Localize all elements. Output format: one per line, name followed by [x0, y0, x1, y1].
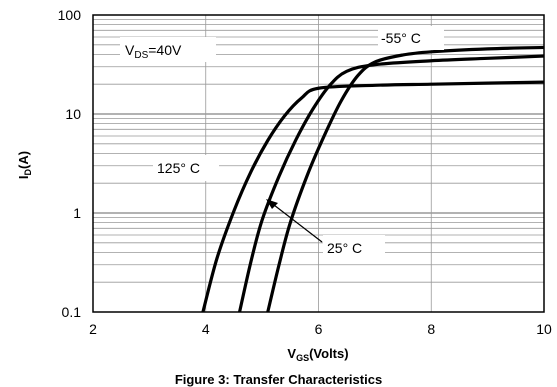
x-tick-label: 2 [89, 321, 97, 337]
tick-labels: 2 4 6 8 10 0.1 1 10 100 [58, 7, 552, 337]
transfer-characteristics-chart: 2 4 6 8 10 0.1 1 10 100 VDS=40V 125° C 25° C -55… [16, 7, 552, 363]
label-minus55c-box [378, 26, 444, 50]
y-tick-label: 0.1 [62, 304, 82, 320]
label-minus55c: -55° C [381, 30, 421, 46]
series-line-2 [238, 54, 545, 313]
label-125c: 125° C [157, 160, 200, 176]
plot-frame [92, 14, 545, 313]
label-125c-box [153, 155, 219, 181]
x-tick-label: 6 [315, 321, 323, 337]
y-tick-label: 1 [73, 205, 81, 221]
x-tick-label: 4 [202, 321, 210, 337]
vds-label: VDS=40V [125, 42, 182, 61]
x-axis-label: VGS(Volts) [287, 346, 348, 363]
series-line-1 [201, 80, 545, 313]
figure-caption: Figure 3: Transfer Characteristics [174, 372, 383, 387]
grid-lines [93, 15, 544, 312]
y-tick-label: 10 [65, 106, 81, 122]
x-tick-label: 10 [536, 321, 552, 337]
label-25c-box [323, 235, 385, 261]
y-tick-label: 100 [58, 7, 82, 23]
vds-label-box [120, 37, 216, 62]
series-layer [201, 45, 545, 313]
series-line-3 [266, 45, 545, 313]
y-axis-label: ID(A) [16, 151, 33, 179]
annotation-arrow-line [273, 204, 323, 243]
x-tick-label: 8 [427, 321, 435, 337]
label-25c: 25° C [327, 240, 362, 256]
annotation-arrow-head [266, 199, 278, 209]
